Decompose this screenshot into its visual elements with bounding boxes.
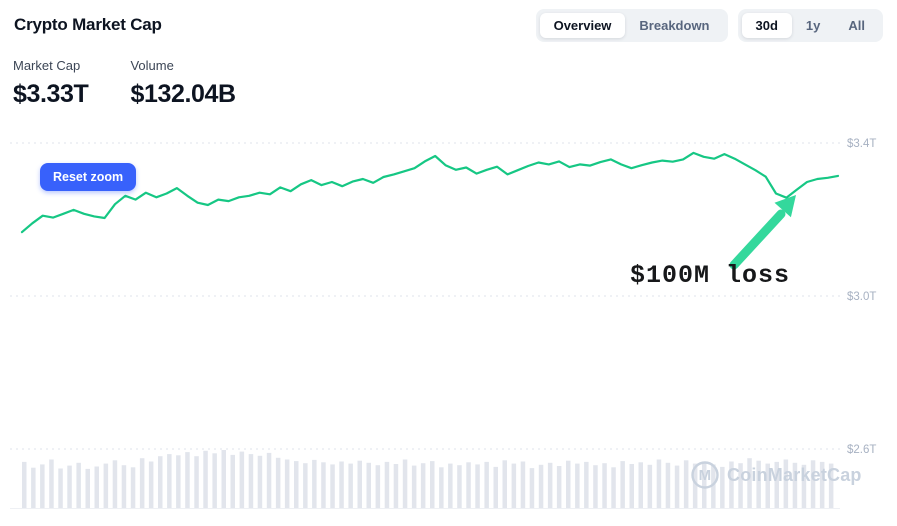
tab-breakdown[interactable]: Breakdown [625, 13, 723, 38]
chart-area: $3.4T $3.0T $2.6T Reset zoom $100M loss M … [0, 130, 897, 526]
y-axis-label: $3.4T [847, 138, 876, 150]
volume-bars [10, 450, 840, 509]
y-axis-label: $3.0T [847, 291, 876, 303]
stat-market-cap-value: $3.33T [13, 80, 89, 108]
market-cap-chart[interactable]: $3.4T $3.0T $2.6T [0, 130, 897, 526]
watermark-label: CoinMarketCap [727, 464, 862, 485]
chart-controls: Overview Breakdown 30d 1y All [535, 8, 883, 42]
coinmarketcap-logo-icon: M [691, 461, 719, 489]
stat-market-cap: Market Cap $3.33T [13, 58, 89, 109]
range-30d[interactable]: 30d [741, 12, 792, 38]
stat-volume-label: Volume [130, 58, 174, 73]
y-axis-labels: $3.4T $3.0T $2.6T [847, 138, 876, 456]
stat-market-cap-label: Market Cap [13, 58, 81, 73]
stats-row: Market Cap $3.33T Volume $132.04B [13, 58, 236, 109]
stat-volume: Volume $132.04B [130, 58, 236, 109]
range-all[interactable]: All [834, 13, 879, 38]
stat-volume-value: $132.04B [130, 80, 236, 108]
loss-annotation-text: $100M loss [630, 261, 791, 290]
reset-zoom-button[interactable]: Reset zoom [40, 163, 137, 191]
gridlines [10, 142, 840, 450]
page-title: Crypto Market Cap [14, 15, 162, 34]
view-toggle-group: Overview Breakdown [535, 8, 728, 42]
watermark: M CoinMarketCap [690, 460, 862, 490]
y-axis-label: $2.6T [847, 444, 876, 456]
market-cap-line [20, 151, 840, 234]
loss-annotation-arrow [729, 195, 796, 270]
tab-overview[interactable]: Overview [539, 12, 626, 38]
range-1y[interactable]: 1y [792, 13, 834, 38]
svg-text:M: M [699, 467, 712, 484]
header: Crypto Market Cap Overview Breakdown 30d… [0, 0, 897, 50]
range-toggle-group: 30d 1y All [737, 8, 883, 42]
